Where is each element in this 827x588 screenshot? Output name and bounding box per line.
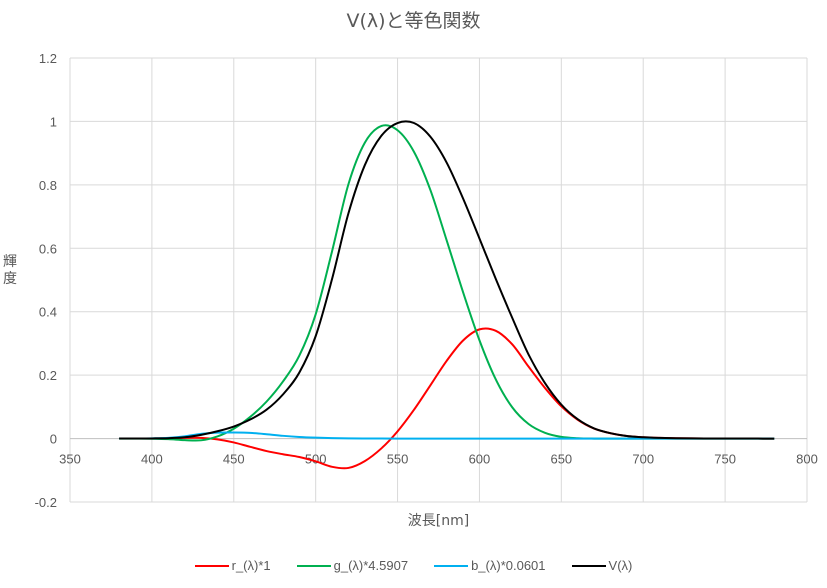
legend-item-b-curve: b_(λ)*0.0601: [434, 558, 546, 573]
x-tick-label: 800: [796, 452, 818, 467]
x-tick-label: 600: [469, 452, 491, 467]
x-tick-label: 550: [387, 452, 409, 467]
y-tick-label: 0: [50, 432, 57, 447]
legend-label: V(λ): [608, 558, 633, 573]
y-tick-label: 0.4: [39, 305, 57, 320]
chart-title: V(λ)と等色関数: [346, 10, 481, 32]
v-curve-line: [119, 120, 775, 440]
y-tick-label: 1.2: [39, 51, 57, 66]
y-axis-title: 輝度: [3, 254, 17, 287]
x-tick-label: 650: [550, 452, 572, 467]
legend-label: g_(λ)*4.5907: [333, 558, 409, 573]
legend: r_(λ)*1 g_(λ)*4.5907 b_(λ)*0.0601 V(λ): [0, 558, 827, 573]
x-tick-label: 400: [141, 452, 163, 467]
y-tick-label: 0.6: [39, 241, 57, 256]
y-tick-label: 0.8: [39, 178, 57, 193]
x-tick-label: 350: [59, 452, 81, 467]
legend-item-g-curve: g_(λ)*4.5907: [296, 558, 409, 573]
legend-label: r_(λ)*1: [231, 558, 271, 573]
legend-swatch: [296, 564, 331, 567]
x-tick-label: 700: [632, 452, 654, 467]
x-axis-title: 波長[nm]: [407, 513, 470, 529]
legend-swatch: [571, 564, 606, 567]
legend-swatch: [194, 564, 229, 567]
x-tick-label: 750: [714, 452, 736, 467]
y-tick-label: 0.2: [39, 368, 57, 383]
legend-label: b_(λ)*0.0601: [471, 558, 546, 573]
x-tick-label: 450: [223, 452, 245, 467]
y-tick-label: 1: [50, 114, 57, 129]
y-tick-label: -0.2: [35, 495, 57, 510]
legend-swatch: [434, 564, 469, 567]
r-curve-line: [119, 327, 775, 470]
g-curve-line: [119, 124, 775, 442]
legend-item-v-curve: V(λ): [571, 558, 633, 573]
legend-item-r-curve: r_(λ)*1: [194, 558, 271, 573]
